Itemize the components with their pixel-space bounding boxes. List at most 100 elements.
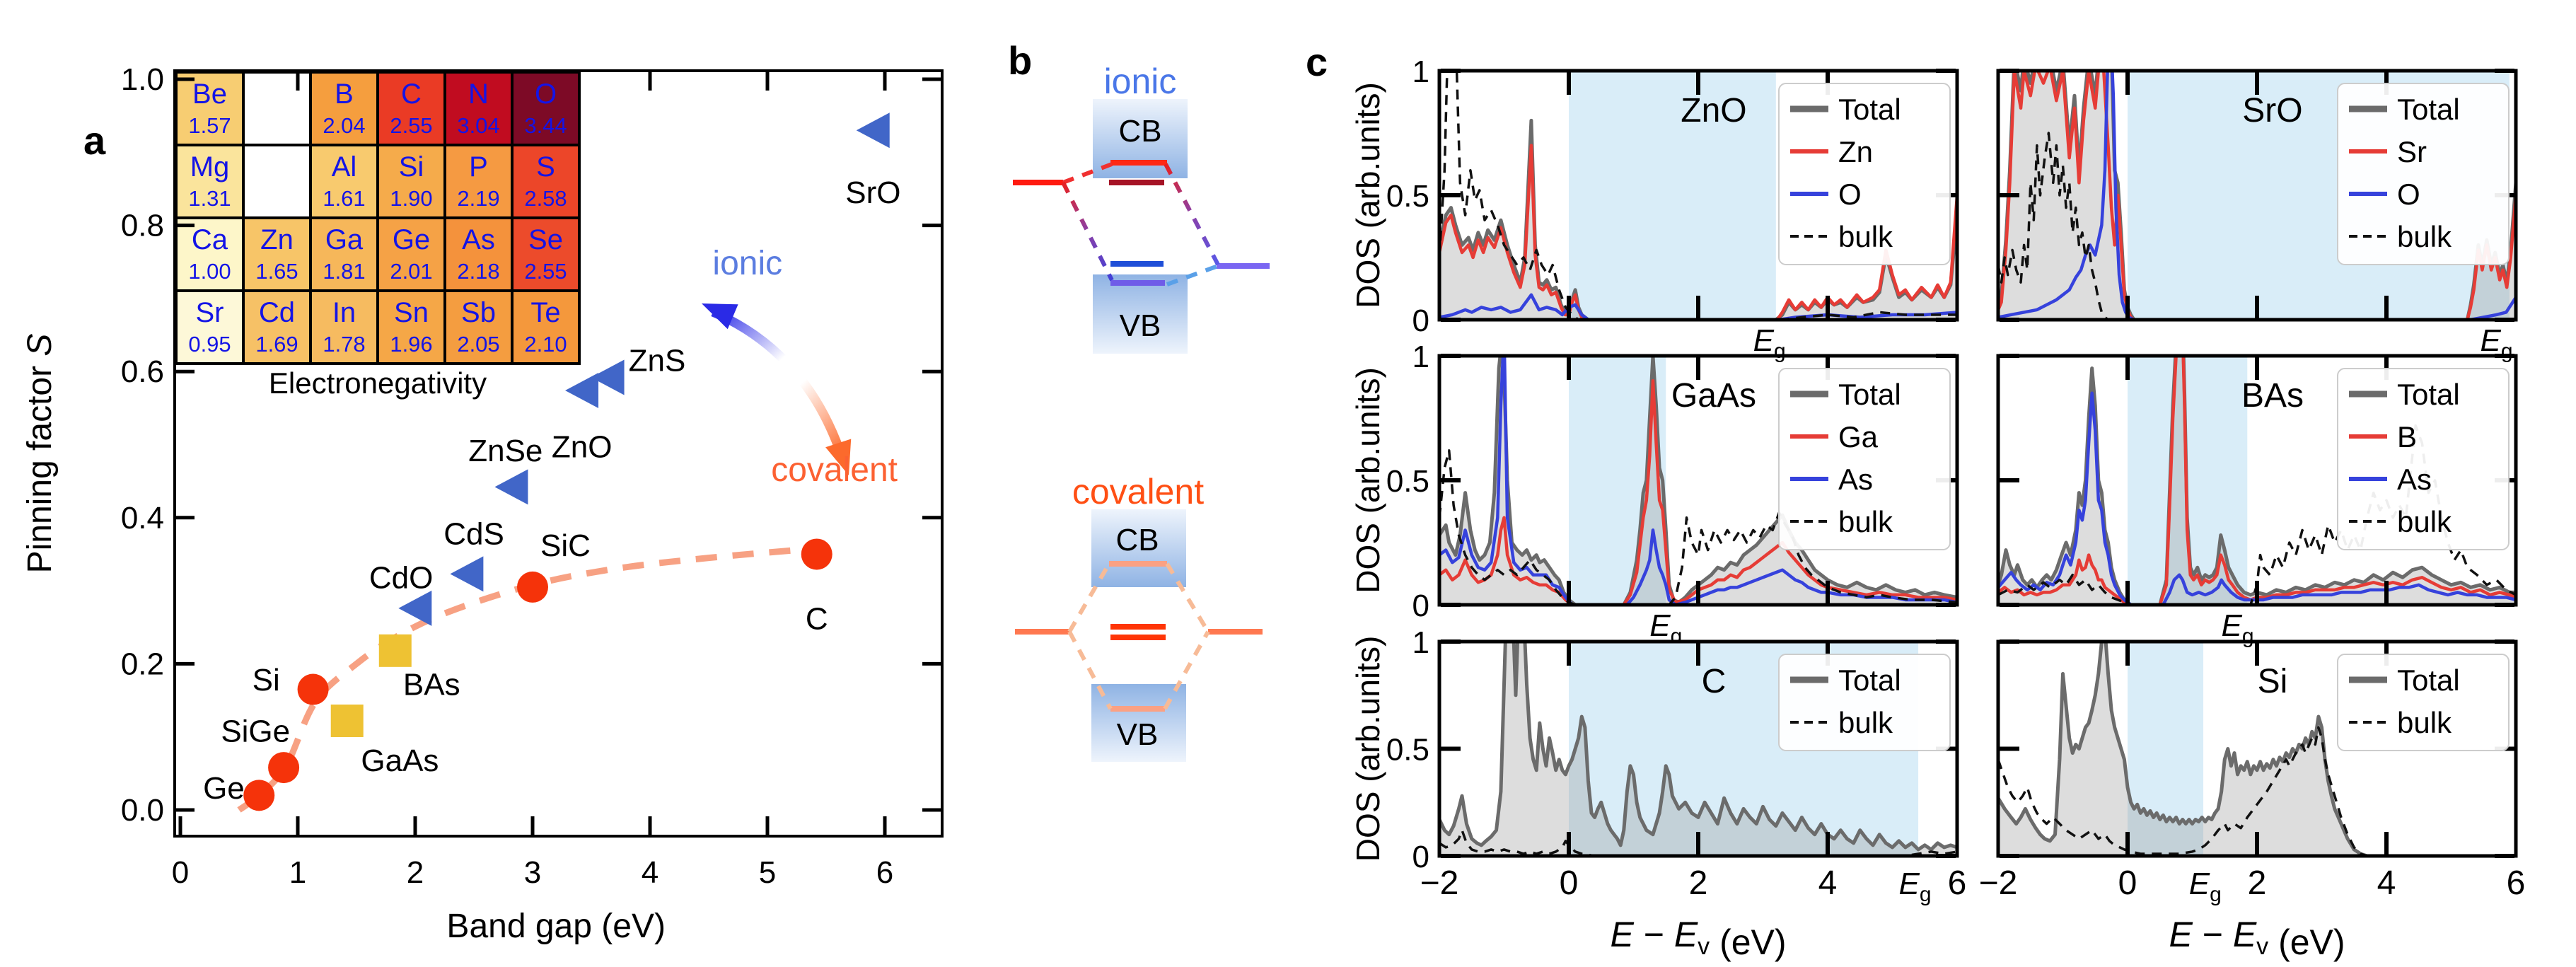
legend-label-bulk: bulk [2397,706,2452,739]
ionic-title: ionic [1104,62,1177,101]
x-tick-label: 3 [524,855,541,890]
dos-curve-C-total [1439,642,1957,852]
dos-x-axis-title: E − Ev (eV) [2169,915,2345,962]
scatter-point-GaAs [330,704,364,737]
element-symbol: In [332,297,356,328]
element-symbol: Se [528,224,563,255]
dos-title-SrO: SrO [2242,92,2302,129]
electronegativity-value: 1.57 [188,113,231,138]
x-tick-label: 1 [289,855,306,890]
legend-label-total: Total [1838,93,1901,126]
element-symbol: P [469,151,488,183]
dos-curve-BAs-bulk [1998,424,2516,605]
dos-title-BAs: BAs [2241,377,2304,415]
x-tick-label: 0 [1560,864,1579,902]
legend-box-SrO [2337,83,2510,265]
arrowhead-covalent-icon [825,439,852,475]
table-cell-Ga [309,216,379,292]
y-tick-label: 0.5 [1386,179,1429,214]
covalent-vb-band [1091,684,1186,762]
y-tick-label: 0 [1412,589,1429,623]
element-symbol: As [462,224,495,255]
element-symbol: Ga [325,224,364,255]
x-tick-label: 0 [172,855,189,890]
dos-y-axis-title: DOS (arb.units) [1350,82,1386,308]
legend-label-red: Sr [2397,135,2427,168]
scatter-label-SrO: SrO [845,175,900,210]
dos-curve-SrO-bulk [1998,132,2516,320]
scatter-label-GaAs: GaAs [361,743,439,778]
legend-label-total: Total [2397,378,2460,411]
panel-c-letter: c [1306,40,1328,84]
ionic-vb-label: VB [1120,308,1161,343]
y-tick-label: 0.4 [121,501,164,535]
trend-curve [237,545,818,813]
covalent-connector-dl [1067,630,1113,710]
x-tick-label: 6 [876,855,893,890]
y-tick-label: 1 [1412,625,1429,660]
element-symbol: Ca [192,224,228,255]
table-cell-Se [511,216,581,292]
legend-label-blue: As [1838,463,1873,496]
dos-curve-Si-bulk [1998,726,2516,856]
scatter-point-ZnS [591,359,625,395]
scatter-point-SiGe [268,752,300,784]
ionic-connector-down [1061,181,1114,282]
legend-label-bulk: bulk [2397,220,2452,253]
scatter-point-C [801,538,832,570]
element-symbol: O [535,79,557,110]
electronegativity-value: 1.96 [390,332,432,357]
element-symbol: Be [192,79,227,110]
scatter-point-CdO [398,590,432,626]
table-cell-empty [242,71,312,146]
panel-b: b ionic CB VB covalent CB VB [1008,38,1270,762]
dos-panel-Si: Si Total bulk −2 0 2 4 6 Eg E − Ev (eV) [1979,639,2525,962]
electronegativity-value: 2.58 [524,186,567,211]
element-symbol: Sr [196,297,224,328]
table-cell-Al [309,144,379,219]
arrowhead-ionic-icon [702,303,738,330]
legend-box-ZnO [1778,83,1951,265]
dos-curve-ZnO-bulk [1439,71,1957,320]
electronegativity-value: 2.55 [390,113,432,138]
x-tick-label: 4 [2377,864,2396,902]
x-tick-label: 2 [407,855,424,890]
legend-label-red: B [2397,420,2417,453]
element-symbol: Si [399,151,424,183]
x-tick-label: 4 [642,855,658,890]
bandgap-shade-ZnO [1569,71,1776,320]
scatter-point-ZnSe [494,469,528,505]
scatter-point-Ge [243,780,275,811]
curves-BAs [1998,356,2516,605]
eg-label-Si: Eg [2189,867,2222,906]
plot-border-SrO [1996,69,2518,322]
dos-fill-C [1439,642,1957,856]
plot-border-BAs [1996,354,2518,607]
scatter-label-C: C [806,601,828,636]
element-symbol: S [536,151,555,183]
scatter-series-ionic-compounds: SrO ZnS ZnO ZnSe CdS CdO [369,112,901,626]
electronegativity-value: 1.00 [188,259,231,284]
electronegativity-value: 2.05 [457,332,499,357]
dos-curve-GaAs-total [1439,356,1957,605]
scatter-label-ZnO: ZnO [552,430,613,465]
ionic-vb-band [1093,274,1188,354]
electronegativity-value: 2.01 [390,259,432,284]
ionic-connector-up [1062,162,1113,185]
element-symbol: Sb [461,297,496,328]
scatter-label-Ge: Ge [203,771,245,806]
covalent-cb-band [1091,509,1186,587]
electronegativity-value: 3.44 [524,113,567,138]
legend-label-bulk: bulk [1838,220,1893,253]
legend-label-total: Total [1838,664,1901,697]
dos-fill-ZnO [1439,120,1957,320]
eg-label-C: Eg [1899,867,1932,906]
plot-border-GaAs [1437,354,1959,607]
panel-b-letter: b [1008,38,1032,83]
x-tick-label: 0 [2118,864,2137,902]
dos-y-axis-title: DOS (arb.units) [1350,367,1386,593]
eg-label-GaAs: Eg [1649,608,1682,648]
y-axis-title-a: Pinning factor S [21,334,59,574]
scatter-label-CdS: CdS [443,517,504,552]
